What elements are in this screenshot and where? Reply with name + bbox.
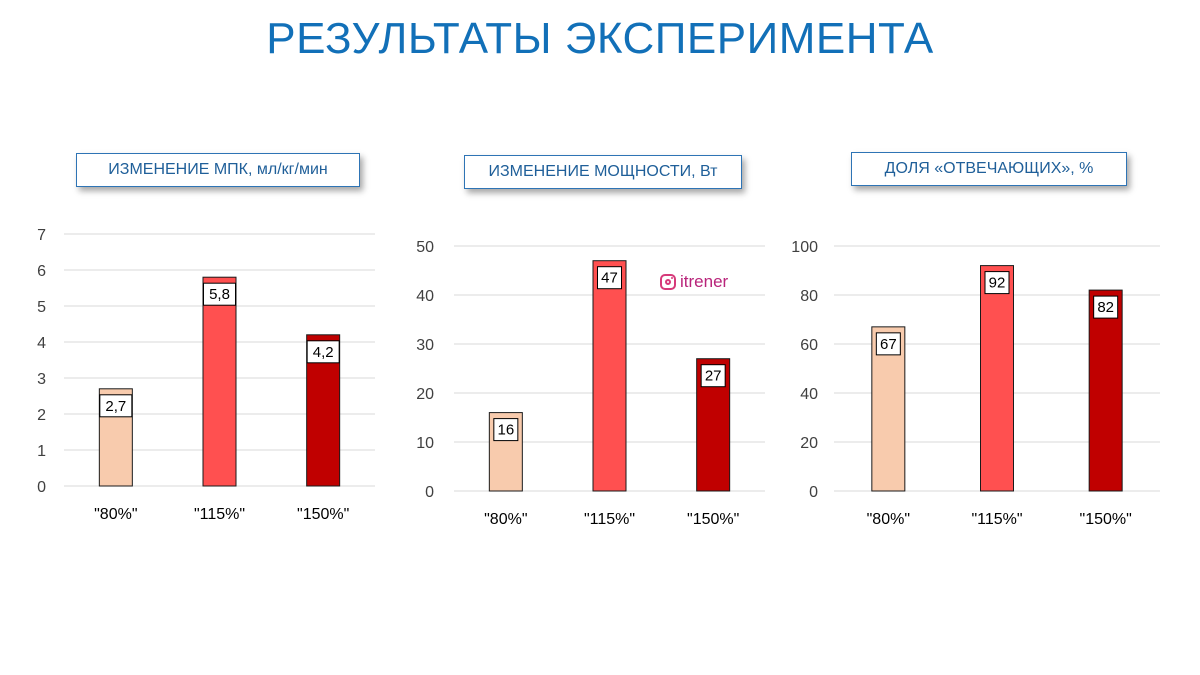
data-label: 27 xyxy=(705,368,722,385)
chart-title-responders: ДОЛЯ «ОТВЕЧАЮЩИХ», % xyxy=(851,152,1127,186)
watermark-text: itrener xyxy=(680,272,729,291)
x-tick-label: "115%" xyxy=(971,511,1022,528)
x-tick-label: "115%" xyxy=(194,506,245,523)
data-label: 67 xyxy=(880,336,897,353)
data-label: 16 xyxy=(497,422,514,439)
x-tick-label: "150%" xyxy=(1080,511,1132,528)
bar xyxy=(592,260,627,492)
chart-title-vo2max: ИЗМЕНЕНИЕ МПК, мл/кг/мин xyxy=(76,153,360,187)
data-label-box xyxy=(700,364,726,388)
bar xyxy=(980,265,1014,492)
x-tick-label: "150%" xyxy=(297,506,349,523)
y-tick-label: 50 xyxy=(416,239,434,256)
y-tick-label: 2 xyxy=(37,407,46,424)
data-label: 82 xyxy=(1097,299,1114,316)
data-label-box xyxy=(1093,295,1119,319)
data-label-box xyxy=(306,340,340,364)
data-label: 92 xyxy=(989,275,1006,292)
x-tick-label: "115%" xyxy=(584,511,635,528)
y-tick-label: 40 xyxy=(800,386,818,403)
y-tick-label: 7 xyxy=(37,227,46,244)
data-label-box xyxy=(875,332,901,356)
y-tick-label: 0 xyxy=(809,484,818,501)
y-tick-label: 5 xyxy=(37,299,46,316)
data-label-box xyxy=(203,282,236,306)
y-tick-label: 60 xyxy=(800,337,818,354)
data-label: 2,7 xyxy=(105,398,126,415)
y-tick-label: 20 xyxy=(800,435,818,452)
instagram-icon xyxy=(660,274,676,290)
data-label: 4,2 xyxy=(313,344,334,361)
chart-responders: 0 20 40 60 80 100 67 "80%" 92 "115%" 82 "150%" xyxy=(791,239,1160,528)
bar xyxy=(1088,289,1123,492)
y-tick-label: 100 xyxy=(791,239,818,256)
data-label-box xyxy=(493,418,519,442)
x-tick-label: "80%" xyxy=(484,511,527,528)
chart-vo2max: 0 1 2 3 4 5 6 7 2,7 "80%" 5,8 "115%" 4,2 "150%" xyxy=(37,227,375,523)
data-label: 47 xyxy=(601,270,618,287)
y-tick-label: 80 xyxy=(800,288,818,305)
data-label-box xyxy=(597,266,622,290)
data-label-box xyxy=(984,271,1010,295)
y-tick-label: 6 xyxy=(37,263,46,280)
watermark: itrener xyxy=(660,272,728,292)
y-tick-label: 0 xyxy=(425,484,434,501)
chart-power: 0 10 20 30 40 50 16 "80%" 47 "115%" 27 "150%" xyxy=(416,239,765,528)
y-tick-label: 10 xyxy=(416,435,434,452)
data-label: 5,8 xyxy=(209,286,230,303)
data-label-box xyxy=(99,394,133,418)
y-tick-label: 1 xyxy=(37,443,46,460)
y-tick-label: 20 xyxy=(416,386,434,403)
y-tick-label: 40 xyxy=(416,288,434,305)
y-tick-label: 4 xyxy=(37,335,46,352)
y-tick-label: 30 xyxy=(416,337,434,354)
bar xyxy=(202,276,237,487)
slide-title: РЕЗУЛЬТАТЫ ЭКСПЕРИМЕНТА xyxy=(266,14,934,63)
y-tick-label: 3 xyxy=(37,371,46,388)
x-tick-label: "150%" xyxy=(687,511,739,528)
y-tick-label: 0 xyxy=(37,479,46,496)
x-tick-label: "80%" xyxy=(94,506,137,523)
x-tick-label: "80%" xyxy=(867,511,910,528)
chart-title-power: ИЗМЕНЕНИЕ МОЩНОСТИ, Вт xyxy=(464,155,742,189)
